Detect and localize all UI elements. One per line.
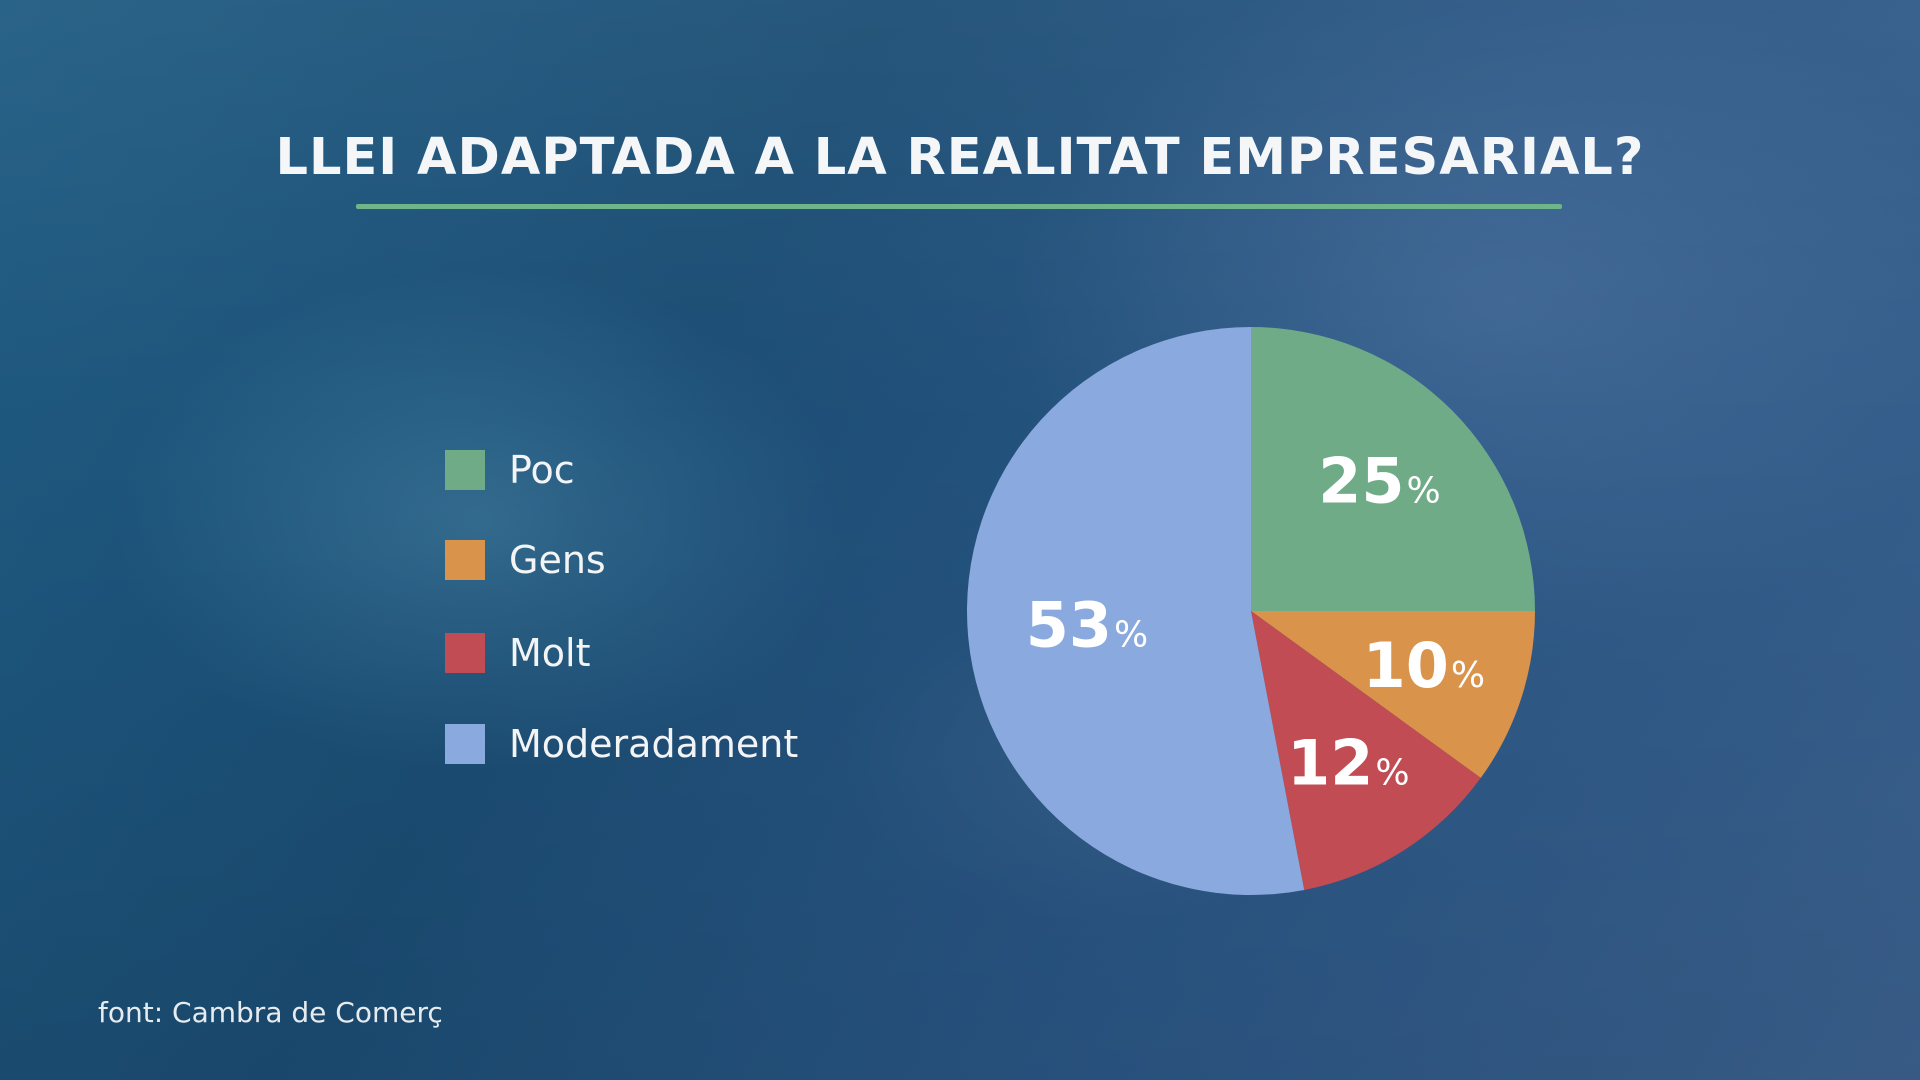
legend-swatch-molt bbox=[445, 633, 485, 673]
legend-label-gens: Gens bbox=[509, 538, 606, 582]
legend-label-poc: Poc bbox=[509, 448, 575, 492]
legend-swatch-gens bbox=[445, 540, 485, 580]
pie-label-moderadament: 53% bbox=[1026, 589, 1149, 662]
chart-legend: Poc Gens Molt Moderadament bbox=[445, 445, 865, 785]
pie-chart: 25% 10% 12% 53% bbox=[960, 320, 1560, 920]
pie-label-molt: 12% bbox=[1287, 726, 1410, 799]
pie-chart-svg: 25% 10% 12% 53% bbox=[967, 327, 1535, 895]
legend-item-gens: Gens bbox=[445, 535, 606, 585]
pie-label-gens: 10% bbox=[1363, 629, 1486, 702]
pie-slice-poc bbox=[1251, 327, 1535, 611]
legend-label-moderadament: Moderadament bbox=[509, 722, 799, 766]
legend-label-molt: Molt bbox=[509, 631, 591, 675]
pie-slice-gens bbox=[1251, 611, 1535, 778]
chart-title: LLEI ADAPTADA A LA REALITAT EMPRESARIAL? bbox=[275, 128, 1645, 187]
pie-slice-moderadament bbox=[967, 327, 1305, 895]
legend-swatch-poc bbox=[445, 450, 485, 490]
legend-item-poc: Poc bbox=[445, 445, 575, 495]
source-note: font: Cambra de Comerç bbox=[98, 996, 443, 1029]
legend-item-molt: Molt bbox=[445, 628, 591, 678]
pie-label-poc: 25% bbox=[1318, 444, 1441, 517]
legend-item-moderadament: Moderadament bbox=[445, 719, 798, 769]
legend-swatch-moderadament bbox=[445, 724, 485, 764]
title-underline bbox=[356, 204, 1562, 209]
pie-slice-molt bbox=[1251, 611, 1481, 890]
